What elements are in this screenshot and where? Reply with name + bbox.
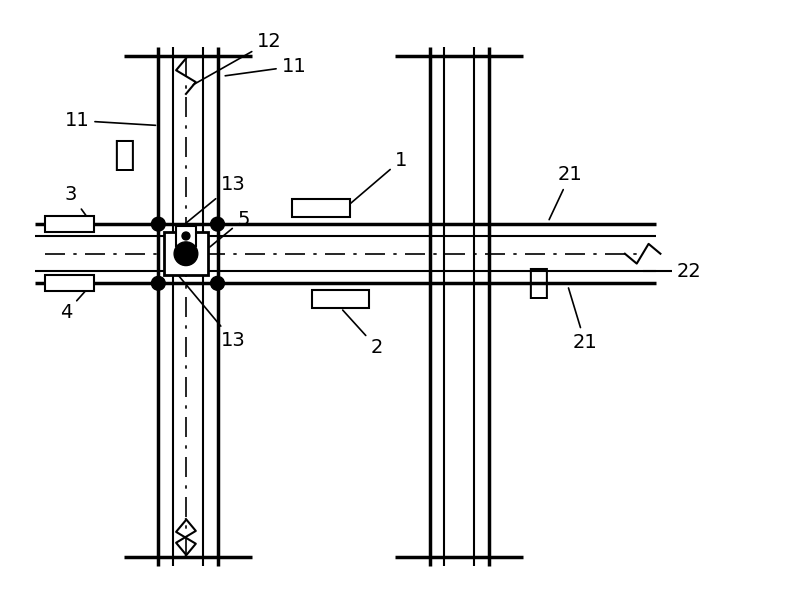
Text: 11: 11	[65, 111, 155, 130]
Bar	[293, 199, 350, 217]
Bar	[164, 232, 208, 275]
Text: 13: 13	[178, 175, 246, 230]
Text: 22: 22	[676, 262, 701, 281]
Bar	[45, 216, 94, 232]
Text: 5: 5	[210, 210, 250, 247]
Text: 21: 21	[549, 166, 582, 219]
Text: 2: 2	[342, 310, 382, 357]
Text: 21: 21	[569, 288, 598, 352]
Circle shape	[151, 276, 166, 290]
Bar	[312, 290, 370, 308]
Bar	[176, 226, 196, 246]
Text: 11: 11	[226, 57, 306, 76]
Circle shape	[174, 242, 198, 265]
Text: 4: 4	[60, 286, 90, 322]
Text: 13: 13	[177, 273, 246, 350]
Circle shape	[210, 217, 225, 231]
Text: 3: 3	[65, 185, 90, 222]
Text: 梁: 梁	[527, 266, 549, 300]
Circle shape	[182, 232, 190, 240]
Text: 12: 12	[194, 32, 282, 85]
Text: 1: 1	[347, 151, 407, 207]
Bar	[45, 275, 94, 291]
Circle shape	[210, 276, 225, 290]
Text: 柱: 柱	[113, 138, 134, 172]
Circle shape	[151, 217, 166, 231]
